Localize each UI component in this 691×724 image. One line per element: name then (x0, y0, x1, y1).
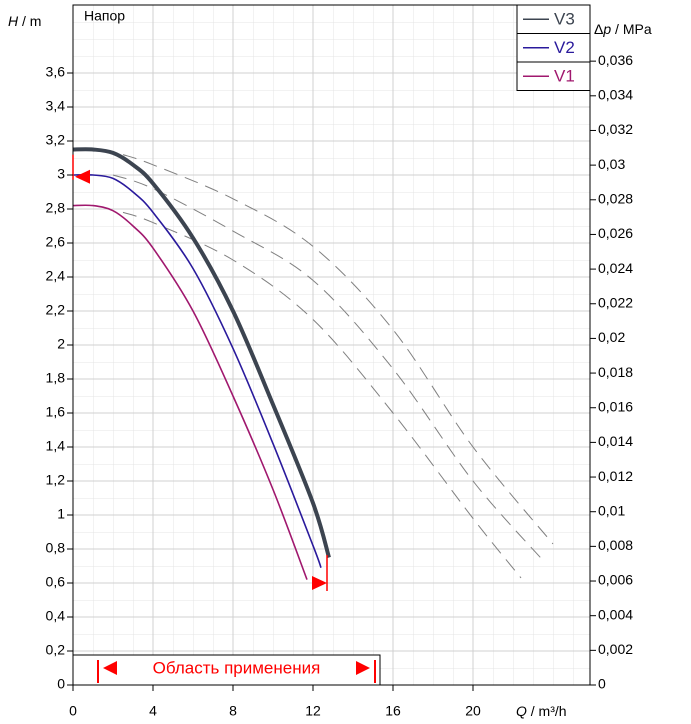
limit-arrow (75, 169, 90, 184)
y2-tick-label: 0,032 (598, 121, 633, 137)
x-tick-label: 4 (149, 703, 157, 719)
y2-tick-label: 0,02 (598, 329, 625, 345)
y-tick-label: 2 (57, 336, 65, 352)
y2-tick-label: 0,016 (598, 398, 633, 414)
x-axis-label: Q / m³/h (516, 703, 567, 719)
range-label: Область применения (153, 658, 321, 677)
range-arrow-right (356, 661, 370, 675)
y2-tick-label: 0,014 (598, 433, 633, 449)
y-tick-label: 3,2 (46, 132, 66, 148)
series-line (72, 204, 308, 580)
legend-label: V1 (554, 67, 575, 86)
y2-tick-label: 0,006 (598, 572, 633, 588)
y-tick-label: 2,6 (46, 234, 66, 250)
series-line (72, 147, 331, 559)
y2-tick-label: 0 (598, 676, 606, 692)
y2-tick-label: 0,022 (598, 294, 633, 310)
y-tick-label: 3 (57, 166, 65, 182)
x-tick-label: 16 (385, 703, 401, 719)
y2-axis-label: Δp / MPa (594, 21, 652, 37)
y2-tick-label: 0,034 (598, 87, 633, 103)
y2-tick-label: 0,01 (598, 502, 625, 518)
y2-tick-label: 0,004 (598, 606, 633, 622)
y2-tick-label: 0,008 (598, 537, 633, 553)
chart-title: Напор (84, 8, 125, 24)
y-tick-label: 3,4 (46, 98, 66, 114)
grid (72, 5, 590, 686)
y2-tick-label: 0,03 (598, 156, 625, 172)
curves (72, 147, 554, 580)
reference-curve (122, 211, 522, 579)
y2-tick-label: 0,002 (598, 641, 633, 657)
y-tick-label: 3,6 (46, 64, 66, 80)
y2-tick-label: 0,012 (598, 468, 633, 484)
x-tick-label: 12 (305, 703, 321, 719)
y-tick-label: 1,6 (46, 404, 66, 420)
y2-tick-label: 0,036 (598, 52, 633, 68)
y-tick-label: 2,8 (46, 200, 66, 216)
y-tick-label: 1,8 (46, 370, 66, 386)
y2-tick-label: 0,026 (598, 225, 633, 241)
y-tick-label: 1,2 (46, 472, 66, 488)
limit-arrow (312, 576, 327, 590)
y-tick-label: 1,4 (46, 438, 66, 454)
y-tick-label: 0,4 (46, 608, 66, 624)
series-line (72, 173, 322, 568)
x-tick-label: 8 (229, 703, 237, 719)
x-tick-label: 20 (465, 703, 481, 719)
legend-label: V2 (554, 38, 575, 57)
range-arrow-left (103, 661, 117, 675)
y-tick-label: 2,2 (46, 302, 66, 318)
y-axis-label: H / m (8, 13, 41, 29)
y-tick-label: 1 (57, 506, 65, 522)
reference-curve (122, 154, 554, 545)
y-tick-label: 0,2 (46, 642, 66, 658)
y-tick-label: 0,6 (46, 574, 66, 590)
y2-tick-label: 0,018 (598, 364, 633, 380)
y-tick-label: 2,4 (46, 268, 66, 284)
y2-tick-label: 0,028 (598, 190, 633, 206)
y-tick-label: 0 (57, 676, 65, 692)
x-tick-label: 0 (69, 703, 77, 719)
overlay: V3 V2 V1 Область применения (72, 4, 591, 686)
y2-tick-label: 0,024 (598, 260, 633, 276)
range-box (72, 654, 381, 686)
legend-label: V3 (554, 10, 575, 29)
y-tick-label: 0,8 (46, 540, 66, 556)
